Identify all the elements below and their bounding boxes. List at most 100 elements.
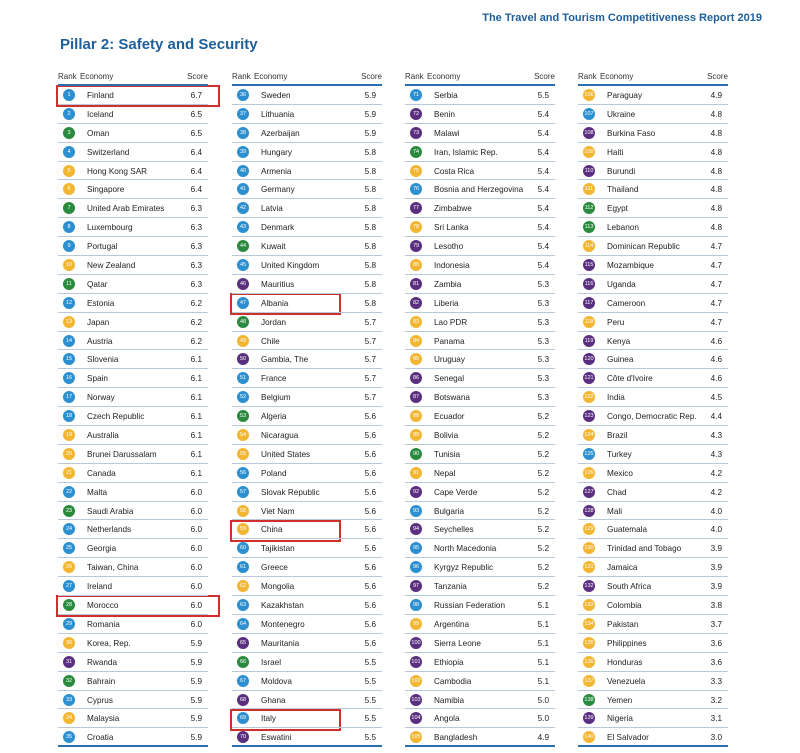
- score-value: 5.4: [537, 261, 549, 271]
- score-value: 5.6: [364, 431, 376, 441]
- economy-name: Liberia: [434, 298, 459, 308]
- table-row: 111 Thailand 4.8: [578, 180, 728, 200]
- rank-badge: 105: [410, 731, 422, 744]
- score-value: 4.7: [710, 298, 722, 308]
- score-value: 5.8: [364, 242, 376, 252]
- score-value: 5.1: [537, 638, 549, 648]
- economy-name: Cyprus: [87, 695, 113, 705]
- economy-name: Burundi: [607, 166, 636, 176]
- economy-name: South Africa: [607, 582, 652, 592]
- rank-badge: 113: [583, 221, 595, 234]
- economy-name: Romania: [87, 619, 120, 629]
- rank-badge: 139: [583, 712, 595, 725]
- table-row: 56 Poland 5.6: [232, 464, 382, 483]
- economy-name: Canada: [87, 468, 116, 478]
- economy-name: Uruguay: [434, 355, 465, 365]
- rank-badge: 130: [583, 542, 595, 555]
- rank-badge: 45: [237, 259, 249, 272]
- economy-name: Georgia: [87, 544, 117, 554]
- economy-name: Bulgaria: [434, 506, 465, 516]
- table-row: 31 Rwanda 5.9: [58, 653, 208, 672]
- rank-badge: 14: [63, 334, 75, 347]
- table-row: 21 Canada 6.1: [58, 464, 208, 483]
- table-row: 41 Germany 5.8: [232, 180, 382, 200]
- score-value: 5.3: [537, 298, 549, 308]
- table-row: 121 Côte d'Ivoire 4.6: [578, 369, 728, 389]
- score-value: 5.8: [364, 261, 376, 271]
- table-row: 8 Luxembourg 6.3: [58, 218, 208, 238]
- score-value: 4.6: [710, 374, 722, 384]
- table-row: 50 Gambia, The 5.7: [232, 350, 382, 370]
- table-row: 29 Romania 6.0: [58, 615, 208, 634]
- rank-badge: 83: [410, 315, 422, 328]
- score-value: 6.0: [190, 619, 202, 629]
- economy-name: Bahrain: [87, 676, 116, 686]
- column-header: Rank Economy Score: [405, 70, 555, 86]
- table-row: 79 Lesotho 5.4: [405, 237, 555, 257]
- score-value: 5.2: [537, 412, 549, 422]
- economy-name: Hong Kong SAR: [87, 166, 148, 176]
- rank-badge: 12: [63, 296, 75, 309]
- table-row: 139 Nigeria 3.1: [578, 709, 728, 729]
- rank-badge: 93: [410, 504, 422, 517]
- rank-badge: 42: [237, 202, 249, 215]
- economy-name: Panama: [434, 336, 465, 346]
- rank-badge: 1: [63, 89, 75, 101]
- table-row: 91 Nepal 5.2: [405, 464, 555, 483]
- rank-badge: 112: [583, 202, 595, 215]
- table-row: 62 Mongolia 5.6: [232, 577, 382, 597]
- rank-badge: 74: [410, 145, 422, 158]
- rank-badge: 134: [583, 617, 595, 630]
- table-row: 89 Bolivia 5.2: [405, 426, 555, 445]
- economy-name: Ethiopia: [434, 657, 464, 667]
- economy-name: Armenia: [261, 166, 292, 176]
- table-row: 40 Armenia 5.8: [232, 162, 382, 181]
- economy-name: Zambia: [434, 279, 462, 289]
- economy-name: Angola: [434, 714, 460, 724]
- table-row: 131 Jamaica 3.9: [578, 558, 728, 578]
- rank-badge: 3: [63, 126, 75, 139]
- rank-badge: 30: [63, 636, 75, 649]
- economy-name: Dominican Republic: [607, 242, 680, 252]
- economy-name: Nepal: [434, 468, 456, 478]
- table-row: 58 Viet Nam 5.6: [232, 502, 382, 521]
- score-value: 3.7: [710, 619, 722, 629]
- economy-name: Kuwait: [261, 242, 286, 252]
- score-value: 5.6: [364, 582, 376, 592]
- rank-badge: 18: [63, 410, 75, 423]
- table-row: 76 Bosnia and Herzegovina 5.4: [405, 180, 555, 200]
- economy-name: Lithuania: [261, 109, 295, 119]
- score-value: 5.3: [537, 374, 549, 384]
- score-value: 6.2: [190, 298, 202, 308]
- economy-name: Australia: [87, 431, 119, 441]
- score-value: 3.6: [710, 657, 722, 667]
- economy-header: Economy: [80, 72, 114, 81]
- score-value: 5.6: [364, 638, 376, 648]
- table-row: 134 Pakistan 3.7: [578, 615, 728, 634]
- table-row: 16 Spain 6.1: [58, 369, 208, 389]
- economy-name: Moldova: [261, 676, 292, 686]
- rank-badge: 102: [410, 674, 422, 687]
- score-value: 6.1: [190, 412, 202, 422]
- economy-name: Japan: [87, 317, 110, 327]
- table-row: 104 Angola 5.0: [405, 709, 555, 729]
- economy-name: Sweden: [261, 91, 291, 100]
- score-value: 5.9: [190, 733, 202, 743]
- rank-badge: 76: [410, 183, 422, 196]
- rank-badge: 128: [583, 504, 595, 517]
- economy-name: Jordan: [261, 317, 287, 327]
- score-value: 5.3: [537, 355, 549, 365]
- rank-badge: 48: [237, 315, 249, 328]
- economy-name: Slovak Republic: [261, 487, 320, 497]
- economy-name: Portugal: [87, 242, 118, 252]
- economy-name: Botswana: [434, 393, 470, 403]
- score-value: 4.7: [710, 279, 722, 289]
- score-value: 3.6: [710, 638, 722, 648]
- score-value: 5.7: [364, 355, 376, 365]
- economy-name: Senegal: [434, 374, 465, 384]
- table-row: 88 Ecuador 5.2: [405, 407, 555, 427]
- economy-name: Guinea: [607, 355, 634, 365]
- table-row: 100 Sierra Leone 5.1: [405, 634, 555, 653]
- economy-name: Iran, Islamic Rep.: [434, 147, 498, 157]
- rank-header: Rank: [232, 72, 251, 81]
